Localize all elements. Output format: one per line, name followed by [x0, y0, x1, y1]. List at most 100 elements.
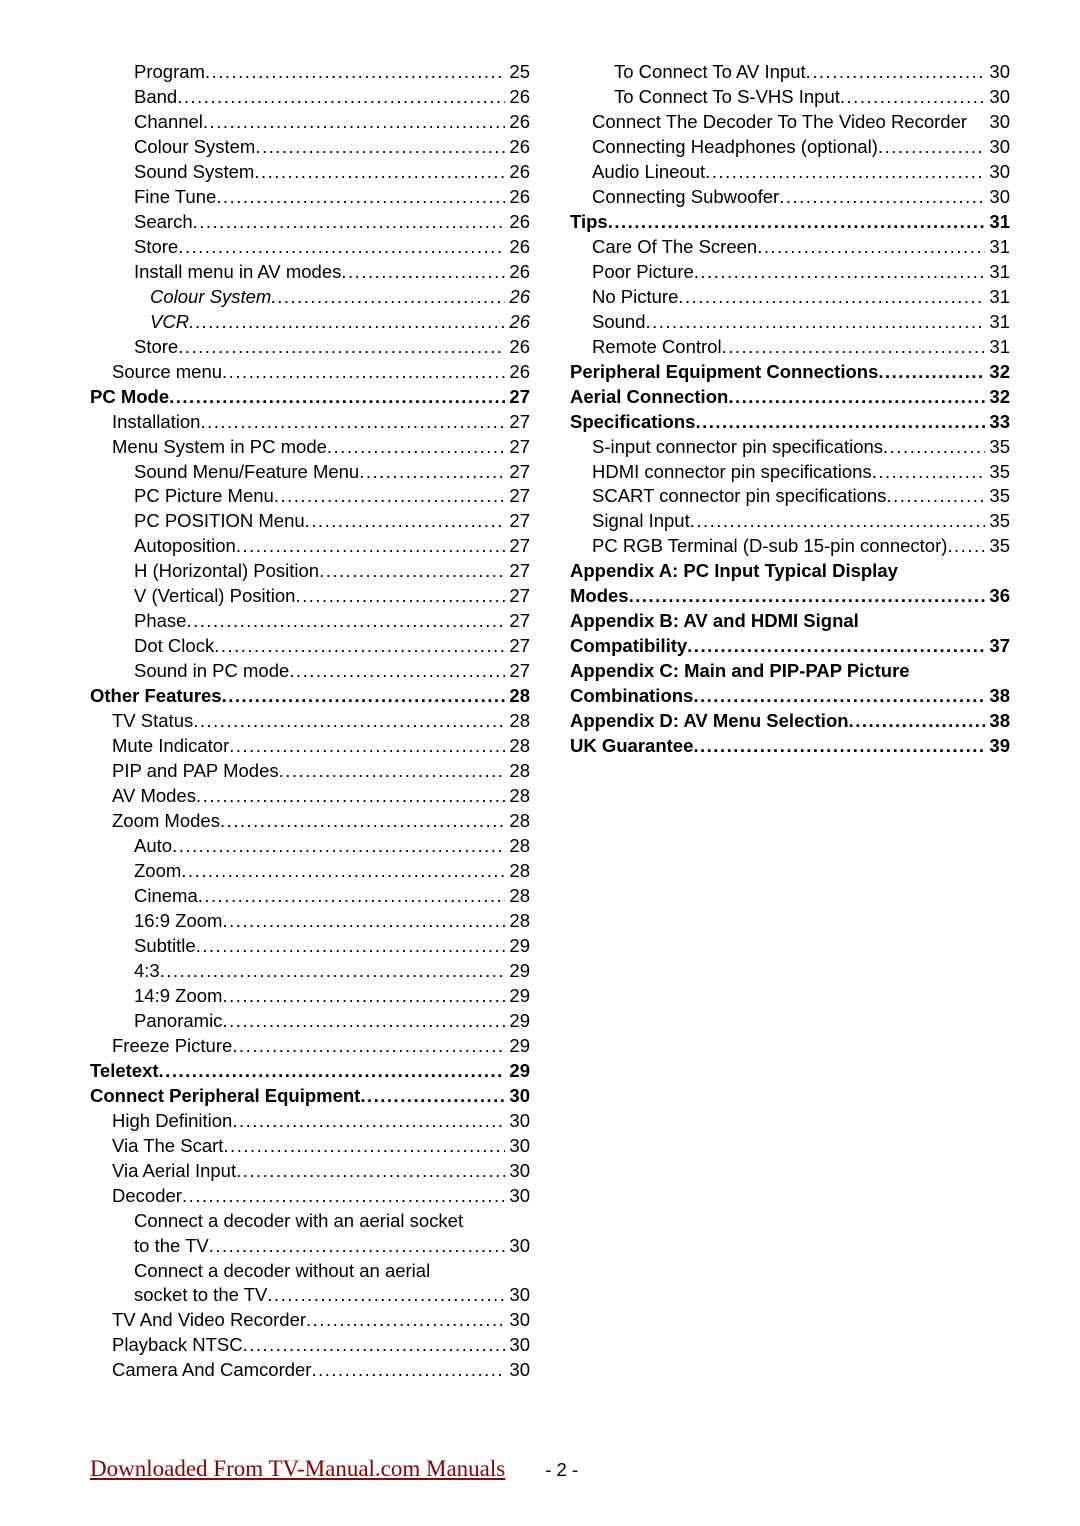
toc-entry-page: 31	[985, 235, 1010, 260]
toc-entry: Menu System in PC mode27	[90, 435, 530, 460]
toc-entry: Install menu in AV modes26	[90, 260, 530, 285]
toc-entry: Sound in PC mode27	[90, 659, 530, 684]
toc-entry: Freeze Picture29	[90, 1034, 530, 1059]
toc-entry-label: Combinations	[570, 684, 693, 709]
toc-entry-label: HDMI connector pin specifications	[592, 460, 872, 485]
toc-leader-dots	[200, 410, 505, 435]
toc-leader-dots	[883, 435, 985, 460]
toc-leader-dots	[849, 709, 986, 734]
toc-leader-dots	[229, 734, 505, 759]
toc-entry-label: Remote Control	[592, 335, 722, 360]
toc-entry: VCR26	[90, 310, 530, 335]
toc-entry-label: Connect The Decoder To The Video Recorde…	[592, 110, 967, 135]
toc-entry-label: Connect a decoder without an aerial	[134, 1259, 530, 1284]
toc-entry-label: Aerial Connection	[570, 385, 728, 410]
toc-entry: Store26	[90, 235, 530, 260]
toc-entry-label: Sound System	[134, 160, 254, 185]
toc-entry-page: 32	[985, 360, 1010, 385]
toc-leader-dots	[178, 235, 505, 260]
toc-entry-page: 30	[505, 1084, 530, 1109]
toc-leader-dots	[223, 1134, 505, 1159]
toc-entry: Installation27	[90, 410, 530, 435]
toc-leader-dots	[220, 809, 505, 834]
footer-source-link[interactable]: Downloaded From TV-Manual.com Manuals	[90, 1456, 505, 1482]
toc-leader-dots	[311, 1358, 505, 1383]
toc-entry-page: 30	[985, 85, 1010, 110]
toc-entry-label: Fine Tune	[134, 185, 216, 210]
toc-entry: PIP and PAP Modes28	[90, 759, 530, 784]
toc-entry-label: Teletext	[90, 1059, 159, 1084]
toc-entry-label: Subtitle	[134, 934, 196, 959]
toc-entry: Teletext29	[90, 1059, 530, 1084]
toc-entry-page: 28	[505, 834, 530, 859]
toc-entry-label: S-input connector pin specifications	[592, 435, 883, 460]
toc-leader-dots	[160, 959, 506, 984]
toc-entry-label: Source menu	[112, 360, 222, 385]
toc-leader-dots	[878, 135, 986, 160]
toc-leader-dots	[203, 110, 506, 135]
toc-entry-label: High Definition	[112, 1109, 232, 1134]
toc-entry: High Definition 30	[90, 1109, 530, 1134]
toc-entry-page: 28	[505, 909, 530, 934]
toc-entry-page: 28	[505, 709, 530, 734]
toc-entry-page: 27	[505, 460, 530, 485]
toc-entry-label: 14:9 Zoom	[134, 984, 222, 1009]
toc-leader-dots	[222, 360, 505, 385]
toc-entry-page: 26	[505, 185, 530, 210]
toc-entry: Mute Indicator28	[90, 734, 530, 759]
toc-entry: Search26	[90, 210, 530, 235]
toc-entry: Appendix A: PC Input Typical DisplayMode…	[570, 559, 1010, 609]
toc-entry: 4:329	[90, 959, 530, 984]
toc-leader-dots	[198, 884, 506, 909]
toc-entry-page: 29	[505, 1009, 530, 1034]
toc-entry-page: 30	[505, 1109, 530, 1134]
toc-entry: Decoder30	[90, 1184, 530, 1209]
toc-leader-dots	[222, 1009, 505, 1034]
toc-entry-label: Care Of The Screen	[592, 235, 757, 260]
toc-entry: HDMI connector pin specifications 35	[570, 460, 1010, 485]
toc-entry: Camera And Camcorder30	[90, 1358, 530, 1383]
toc-leader-dots	[271, 285, 505, 310]
toc-entry-label: UK Guarantee	[570, 734, 693, 759]
toc-entry-label: Via The Scart	[112, 1134, 223, 1159]
toc-leader-dots	[232, 1109, 505, 1134]
toc-entry-label: Connect a decoder with an aerial socket	[134, 1209, 530, 1234]
toc-entry-page: 35	[985, 509, 1010, 534]
toc-entry-label: PC Picture Menu	[134, 484, 274, 509]
toc-leader-dots	[693, 684, 985, 709]
toc-entry-label: Sound in PC mode	[134, 659, 289, 684]
toc-entry-page: 27	[505, 534, 530, 559]
toc-entry-page: 26	[505, 235, 530, 260]
toc-entry-page: 30	[985, 60, 1010, 85]
toc-leader-dots	[279, 759, 506, 784]
toc-leader-dots	[178, 335, 505, 360]
toc-entry-label: H (Horizontal) Position	[134, 559, 319, 584]
toc-entry: Phase27	[90, 609, 530, 634]
toc-entry-label: Colour System	[150, 285, 271, 310]
toc-entry-continuation: to the TV30	[134, 1234, 530, 1259]
toc-entry-label: Signal Input	[592, 509, 690, 534]
toc-leader-dots	[295, 584, 505, 609]
toc-entry-page: 30	[505, 1283, 530, 1308]
toc-entry-label: Zoom	[134, 859, 181, 884]
toc-entry-continuation: Modes36	[570, 584, 1010, 609]
toc-leader-dots	[243, 1333, 506, 1358]
toc-entry: Signal Input 35	[570, 509, 1010, 534]
toc-entry-label: Appendix A: PC Input Typical Display	[570, 559, 1010, 584]
toc-entry-page: 27	[505, 634, 530, 659]
toc-entry: SCART connector pin specifications35	[570, 484, 1010, 509]
toc-entry-label: Tips	[570, 210, 608, 235]
toc-entry-label: Store	[134, 335, 178, 360]
toc-entry-page: 25	[505, 60, 530, 85]
toc-leader-dots	[690, 509, 986, 534]
toc-entry-label: Peripheral Equipment Connections	[570, 360, 878, 385]
toc-entry-page: 28	[505, 784, 530, 809]
toc-entry-page: 35	[985, 460, 1010, 485]
toc-entry: Remote Control31	[570, 335, 1010, 360]
toc-entry-label: Appendix B: AV and HDMI Signal	[570, 609, 1010, 634]
toc-entry-page: 26	[505, 110, 530, 135]
toc-entry: Dot Clock27	[90, 634, 530, 659]
toc-entry: Appendix B: AV and HDMI SignalCompatibil…	[570, 609, 1010, 659]
toc-entry: 14:9 Zoom29	[90, 984, 530, 1009]
toc-leader-dots	[360, 1084, 505, 1109]
